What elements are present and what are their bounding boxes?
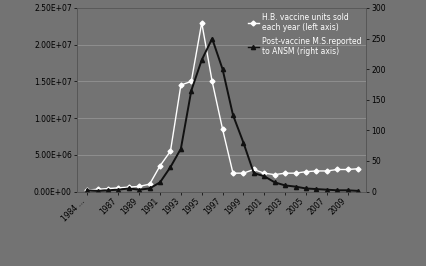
H.B. vaccine units sold
each year (left axis) [137,185,142,188]
Post-vaccine M.S.reported
to ANSM (right axis) [84,189,89,192]
Post-vaccine M.S.reported
to ANSM (right axis) [230,114,236,117]
H.B. vaccine units sold
each year (left axis) [126,185,131,189]
Post-vaccine M.S.reported
to ANSM (right axis) [272,181,277,184]
Post-vaccine M.S.reported
to ANSM (right axis) [137,188,142,191]
H.B. vaccine units sold
each year (left axis) [251,168,256,171]
H.B. vaccine units sold
each year (left axis) [147,182,152,186]
H.B. vaccine units sold
each year (left axis) [303,170,308,173]
H.B. vaccine units sold
each year (left axis) [293,172,298,175]
Post-vaccine M.S.reported
to ANSM (right axis) [220,68,225,71]
H.B. vaccine units sold
each year (left axis) [84,188,89,192]
Post-vaccine M.S.reported
to ANSM (right axis) [158,181,163,184]
Post-vaccine M.S.reported
to ANSM (right axis) [95,189,100,193]
Post-vaccine M.S.reported
to ANSM (right axis) [335,189,340,192]
H.B. vaccine units sold
each year (left axis) [230,172,236,175]
Line: H.B. vaccine units sold
each year (left axis): H.B. vaccine units sold each year (left … [85,21,360,192]
H.B. vaccine units sold
each year (left axis) [178,84,184,87]
Post-vaccine M.S.reported
to ANSM (right axis) [355,189,360,193]
H.B. vaccine units sold
each year (left axis) [241,172,246,175]
H.B. vaccine units sold
each year (left axis) [105,187,110,190]
Legend: H.B. vaccine units sold
each year (left axis), Post-vaccine M.S.reported
to ANSM: H.B. vaccine units sold each year (left … [245,10,365,59]
H.B. vaccine units sold
each year (left axis) [262,172,267,175]
H.B. vaccine units sold
each year (left axis) [324,169,329,173]
Post-vaccine M.S.reported
to ANSM (right axis) [105,189,110,192]
Post-vaccine M.S.reported
to ANSM (right axis) [314,188,319,191]
Line: Post-vaccine M.S.reported
to ANSM (right axis): Post-vaccine M.S.reported to ANSM (right… [85,36,360,193]
Post-vaccine M.S.reported
to ANSM (right axis) [126,187,131,190]
Post-vaccine M.S.reported
to ANSM (right axis) [178,147,184,150]
H.B. vaccine units sold
each year (left axis) [116,186,121,189]
H.B. vaccine units sold
each year (left axis) [95,188,100,191]
Post-vaccine M.S.reported
to ANSM (right axis) [147,187,152,190]
H.B. vaccine units sold
each year (left axis) [199,21,204,24]
Post-vaccine M.S.reported
to ANSM (right axis) [189,89,194,92]
H.B. vaccine units sold
each year (left axis) [189,80,194,83]
Post-vaccine M.S.reported
to ANSM (right axis) [168,165,173,169]
H.B. vaccine units sold
each year (left axis) [282,172,288,175]
Post-vaccine M.S.reported
to ANSM (right axis) [210,37,215,40]
H.B. vaccine units sold
each year (left axis) [220,127,225,131]
Post-vaccine M.S.reported
to ANSM (right axis) [324,188,329,191]
Post-vaccine M.S.reported
to ANSM (right axis) [303,187,308,190]
H.B. vaccine units sold
each year (left axis) [355,167,360,170]
H.B. vaccine units sold
each year (left axis) [158,164,163,167]
H.B. vaccine units sold
each year (left axis) [272,173,277,176]
H.B. vaccine units sold
each year (left axis) [335,168,340,171]
Post-vaccine M.S.reported
to ANSM (right axis) [199,59,204,62]
Post-vaccine M.S.reported
to ANSM (right axis) [116,188,121,191]
Post-vaccine M.S.reported
to ANSM (right axis) [293,185,298,188]
Post-vaccine M.S.reported
to ANSM (right axis) [282,184,288,187]
Post-vaccine M.S.reported
to ANSM (right axis) [345,189,350,192]
Post-vaccine M.S.reported
to ANSM (right axis) [262,174,267,178]
H.B. vaccine units sold
each year (left axis) [314,169,319,173]
Post-vaccine M.S.reported
to ANSM (right axis) [251,172,256,175]
H.B. vaccine units sold
each year (left axis) [345,168,350,171]
H.B. vaccine units sold
each year (left axis) [210,80,215,83]
H.B. vaccine units sold
each year (left axis) [168,149,173,153]
Post-vaccine M.S.reported
to ANSM (right axis) [241,141,246,144]
